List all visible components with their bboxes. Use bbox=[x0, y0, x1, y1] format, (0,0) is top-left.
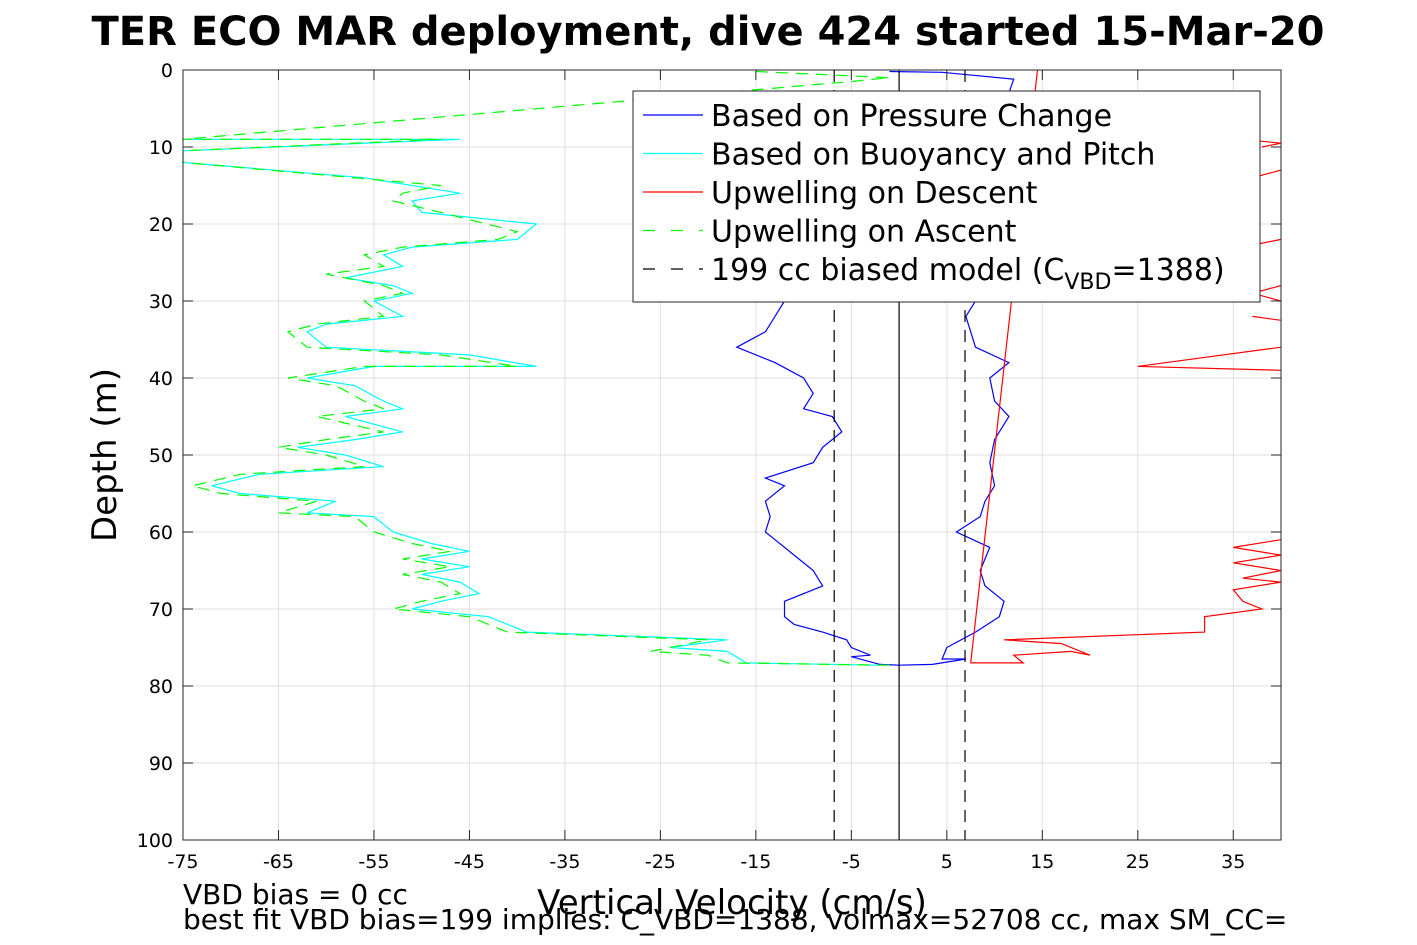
legend-label: Based on Pressure Change bbox=[711, 99, 1112, 134]
x-tick-label: 25 bbox=[1126, 851, 1150, 873]
chart-title: TER ECO MAR deployment, dive 424 started… bbox=[91, 9, 1324, 55]
x-tick-label: -65 bbox=[263, 851, 294, 873]
y-tick-label: 10 bbox=[149, 137, 173, 159]
x-tick-label: -25 bbox=[645, 851, 676, 873]
legend: Based on Pressure Change Based on Buoyanc… bbox=[632, 90, 1261, 303]
x-tick-label: -35 bbox=[549, 851, 580, 873]
series-line-based-on-buoyancy-and-pitch bbox=[183, 138, 881, 666]
y-tick-label: 50 bbox=[149, 445, 173, 467]
x-tick-label: -5 bbox=[842, 851, 861, 873]
series-line-upwelling-on-ascent bbox=[183, 70, 890, 666]
ticks: -75 -65 -55 -45 -35 -25 -15 -5 5 15 25 350102030405… bbox=[137, 60, 1281, 873]
y-tick-label: 20 bbox=[149, 214, 173, 236]
legend-label-text: Upwelling on Descent bbox=[711, 176, 1038, 211]
legend-label-text: Based on Buoyancy and Pitch bbox=[711, 138, 1155, 173]
x-tick-label: 35 bbox=[1221, 851, 1245, 873]
x-tick-label: 15 bbox=[1030, 851, 1054, 873]
legend-label: 199 cc biased model (CVBD=1388) bbox=[711, 253, 1225, 295]
footer-vbd-bias: VBD bias = 0 cc bbox=[183, 878, 408, 911]
legend-box bbox=[632, 90, 1261, 303]
legend-label-text: Upwelling on Ascent bbox=[711, 215, 1017, 250]
x-tick-label: 5 bbox=[941, 851, 953, 873]
legend-label-text: Based on Pressure Change bbox=[711, 99, 1112, 134]
legend-label-text: 199 cc biased model (C bbox=[711, 253, 1064, 288]
x-tick-label: -15 bbox=[740, 851, 771, 873]
legend-label: Based on Buoyancy and Pitch bbox=[711, 138, 1155, 173]
footer-best-fit: best fit VBD bias=199 implies: C_VBD=138… bbox=[183, 903, 1287, 936]
y-tick-label: 70 bbox=[149, 599, 173, 621]
x-tick-label: -75 bbox=[167, 851, 198, 873]
series-line-upwelling-on-descent bbox=[1252, 315, 1281, 321]
legend-label-tail: =1388) bbox=[1111, 253, 1224, 288]
y-tick-label: 100 bbox=[137, 830, 173, 852]
y-axis-label: Depth (m) bbox=[85, 368, 125, 542]
y-tick-label: 80 bbox=[149, 676, 173, 698]
y-tick-label: 30 bbox=[149, 291, 173, 313]
y-tick-label: 90 bbox=[149, 753, 173, 775]
legend-label-subscript: VBD bbox=[1064, 270, 1111, 295]
y-tick-label: 60 bbox=[149, 522, 173, 544]
y-tick-label: 0 bbox=[161, 60, 173, 82]
series-line-upwelling-on-descent bbox=[1137, 346, 1281, 371]
series-line-upwelling-on-descent bbox=[970, 539, 1281, 664]
x-axis-label: Vertical Velocity (cm/s) bbox=[537, 883, 927, 923]
legend-label: Upwelling on Ascent bbox=[711, 215, 1017, 250]
x-tick-label: -55 bbox=[358, 851, 389, 873]
y-tick-label: 40 bbox=[149, 368, 173, 390]
legend-label: Upwelling on Descent bbox=[711, 176, 1038, 211]
x-tick-label: -45 bbox=[454, 851, 485, 873]
